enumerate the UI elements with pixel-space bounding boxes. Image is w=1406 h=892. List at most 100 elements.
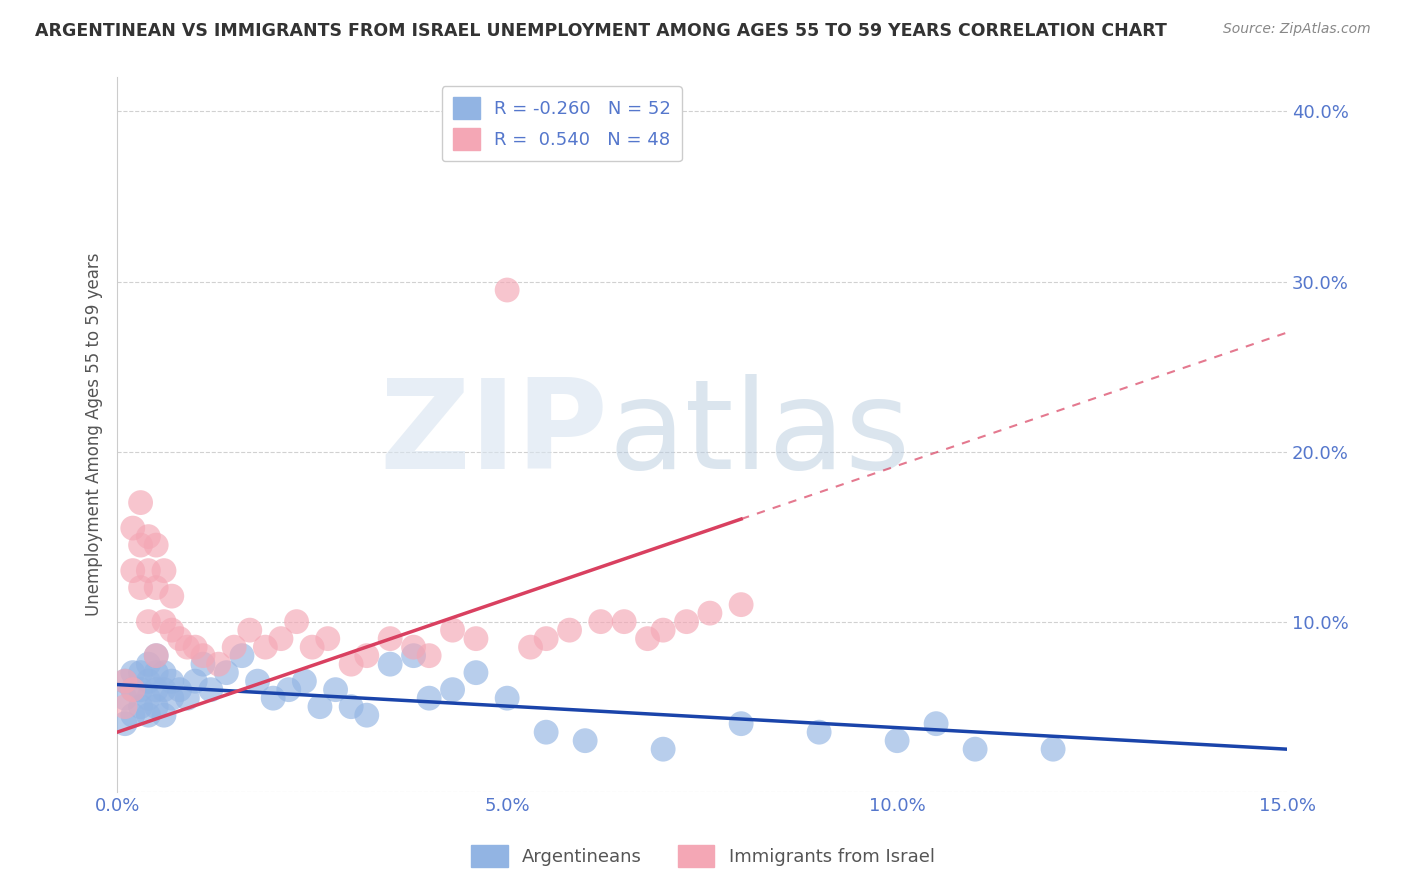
Point xyxy=(138,708,160,723)
Point xyxy=(418,691,440,706)
Point xyxy=(153,708,176,723)
Point xyxy=(730,716,752,731)
Point xyxy=(325,682,347,697)
Point xyxy=(169,682,191,697)
Point xyxy=(129,699,152,714)
Point xyxy=(176,640,198,655)
Text: atlas: atlas xyxy=(609,374,911,495)
Point xyxy=(808,725,831,739)
Point xyxy=(254,640,277,655)
Text: ZIP: ZIP xyxy=(380,374,609,495)
Point xyxy=(114,716,136,731)
Point xyxy=(496,283,519,297)
Point xyxy=(589,615,612,629)
Point xyxy=(138,530,160,544)
Point xyxy=(613,615,636,629)
Point xyxy=(184,674,207,689)
Point xyxy=(402,640,425,655)
Point xyxy=(292,674,315,689)
Point xyxy=(138,564,160,578)
Point xyxy=(145,538,167,552)
Point xyxy=(121,665,143,680)
Point xyxy=(340,699,363,714)
Point xyxy=(277,682,299,697)
Point xyxy=(153,665,176,680)
Legend: R = -0.260   N = 52, R =  0.540   N = 48: R = -0.260 N = 52, R = 0.540 N = 48 xyxy=(441,87,682,161)
Point xyxy=(160,674,183,689)
Point xyxy=(534,725,557,739)
Point xyxy=(534,632,557,646)
Point xyxy=(886,733,908,747)
Point xyxy=(191,657,214,672)
Point xyxy=(637,632,659,646)
Text: ARGENTINEAN VS IMMIGRANTS FROM ISRAEL UNEMPLOYMENT AMONG AGES 55 TO 59 YEARS COR: ARGENTINEAN VS IMMIGRANTS FROM ISRAEL UN… xyxy=(35,22,1167,40)
Point xyxy=(519,640,541,655)
Point xyxy=(652,623,675,637)
Point xyxy=(316,632,339,646)
Point xyxy=(129,538,152,552)
Point xyxy=(160,691,183,706)
Point xyxy=(730,598,752,612)
Point xyxy=(145,581,167,595)
Point xyxy=(356,708,378,723)
Point xyxy=(465,632,488,646)
Point xyxy=(114,674,136,689)
Point xyxy=(145,648,167,663)
Point xyxy=(129,682,152,697)
Point xyxy=(129,665,152,680)
Point xyxy=(1042,742,1064,756)
Point xyxy=(652,742,675,756)
Point xyxy=(153,615,176,629)
Point xyxy=(160,589,183,603)
Text: Source: ZipAtlas.com: Source: ZipAtlas.com xyxy=(1223,22,1371,37)
Point xyxy=(145,665,167,680)
Point xyxy=(215,665,238,680)
Point xyxy=(129,581,152,595)
Point xyxy=(138,657,160,672)
Point xyxy=(574,733,596,747)
Point xyxy=(200,682,222,697)
Legend: Argentineans, Immigrants from Israel: Argentineans, Immigrants from Israel xyxy=(464,838,942,874)
Point xyxy=(191,648,214,663)
Point xyxy=(418,648,440,663)
Point xyxy=(207,657,229,672)
Point xyxy=(145,682,167,697)
Point xyxy=(699,606,721,620)
Point xyxy=(285,615,308,629)
Point xyxy=(378,657,401,672)
Point xyxy=(465,665,488,680)
Point xyxy=(441,623,464,637)
Point xyxy=(184,640,207,655)
Point xyxy=(121,564,143,578)
Point xyxy=(246,674,269,689)
Point xyxy=(301,640,323,655)
Point xyxy=(402,648,425,663)
Point xyxy=(224,640,246,655)
Point xyxy=(925,716,948,731)
Point xyxy=(558,623,581,637)
Point xyxy=(138,691,160,706)
Point xyxy=(262,691,284,706)
Point xyxy=(309,699,332,714)
Point xyxy=(114,691,136,706)
Point xyxy=(378,632,401,646)
Point xyxy=(114,674,136,689)
Point xyxy=(356,648,378,663)
Point xyxy=(138,674,160,689)
Point xyxy=(176,691,198,706)
Point xyxy=(270,632,292,646)
Point xyxy=(340,657,363,672)
Y-axis label: Unemployment Among Ages 55 to 59 years: Unemployment Among Ages 55 to 59 years xyxy=(86,252,103,616)
Point xyxy=(441,682,464,697)
Point xyxy=(121,521,143,535)
Point xyxy=(114,699,136,714)
Point xyxy=(153,564,176,578)
Point xyxy=(129,495,152,509)
Point xyxy=(239,623,262,637)
Point xyxy=(965,742,987,756)
Point xyxy=(138,615,160,629)
Point xyxy=(153,682,176,697)
Point xyxy=(169,632,191,646)
Point xyxy=(145,699,167,714)
Point xyxy=(160,623,183,637)
